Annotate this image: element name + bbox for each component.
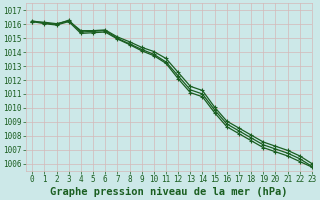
X-axis label: Graphe pression niveau de la mer (hPa): Graphe pression niveau de la mer (hPa) bbox=[50, 186, 288, 197]
